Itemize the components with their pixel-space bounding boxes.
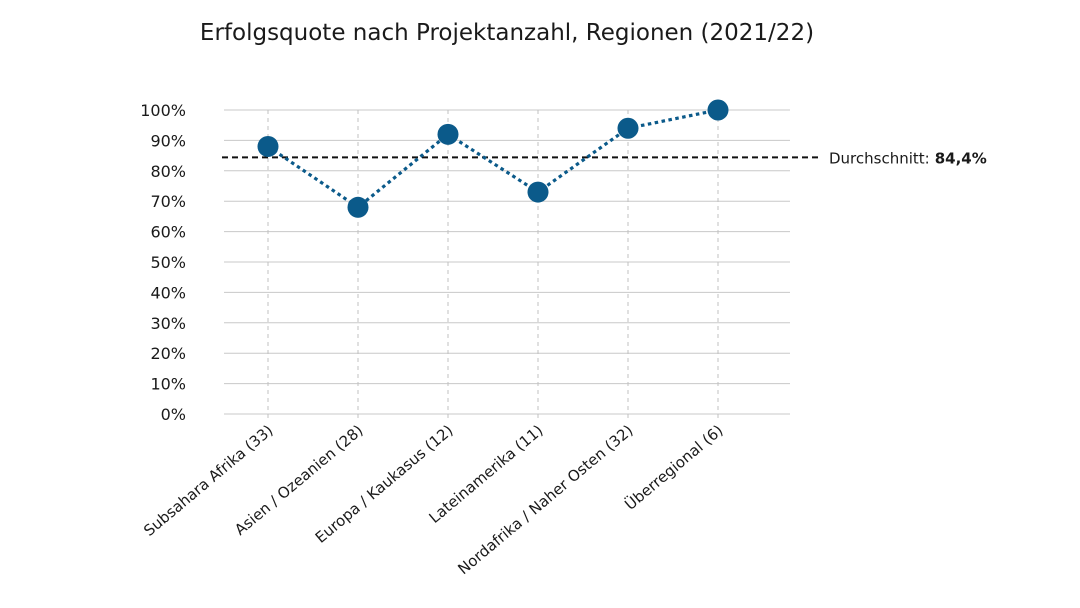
y-tick-label: 40% bbox=[150, 283, 186, 302]
category-guides bbox=[267, 110, 719, 422]
average-line-group: Durchschnitt: 84,4% bbox=[222, 149, 987, 167]
gridlines bbox=[224, 109, 790, 415]
data-point bbox=[527, 181, 549, 203]
x-axis-ticks: Subsahara Afrika (33)Asien / Ozeanien (2… bbox=[140, 421, 726, 579]
average-value: 84,4% bbox=[935, 149, 987, 167]
y-tick-label: 70% bbox=[150, 192, 186, 211]
data-point bbox=[437, 123, 459, 145]
data-point bbox=[347, 196, 369, 218]
x-tick-label: Nordafrika / Naher Osten (32) bbox=[454, 421, 636, 578]
average-label-text: Durchschnitt: bbox=[829, 149, 930, 167]
series-line bbox=[267, 108, 719, 210]
data-point bbox=[617, 117, 639, 139]
y-tick-label: 0% bbox=[161, 405, 186, 424]
data-point bbox=[257, 135, 279, 157]
y-tick-label: 50% bbox=[150, 253, 186, 272]
x-tick-label: Überregional (6) bbox=[621, 421, 727, 514]
y-tick-label: 100% bbox=[140, 101, 186, 120]
y-tick-label: 80% bbox=[150, 162, 186, 181]
y-tick-label: 20% bbox=[150, 344, 186, 363]
data-point bbox=[707, 99, 729, 121]
average-label: Durchschnitt: 84,4% bbox=[829, 149, 987, 167]
data-points bbox=[257, 99, 729, 218]
chart-title: Erfolgsquote nach Projektanzahl, Regione… bbox=[200, 20, 814, 46]
y-axis-ticks: 0% 10% 20% 30% 40% 50% 60% 70% 80% 90% 100% bbox=[140, 101, 186, 424]
y-tick-label: 10% bbox=[150, 375, 186, 394]
y-tick-label: 90% bbox=[150, 131, 186, 150]
y-tick-label: 30% bbox=[150, 314, 186, 333]
y-tick-label: 60% bbox=[150, 223, 186, 242]
